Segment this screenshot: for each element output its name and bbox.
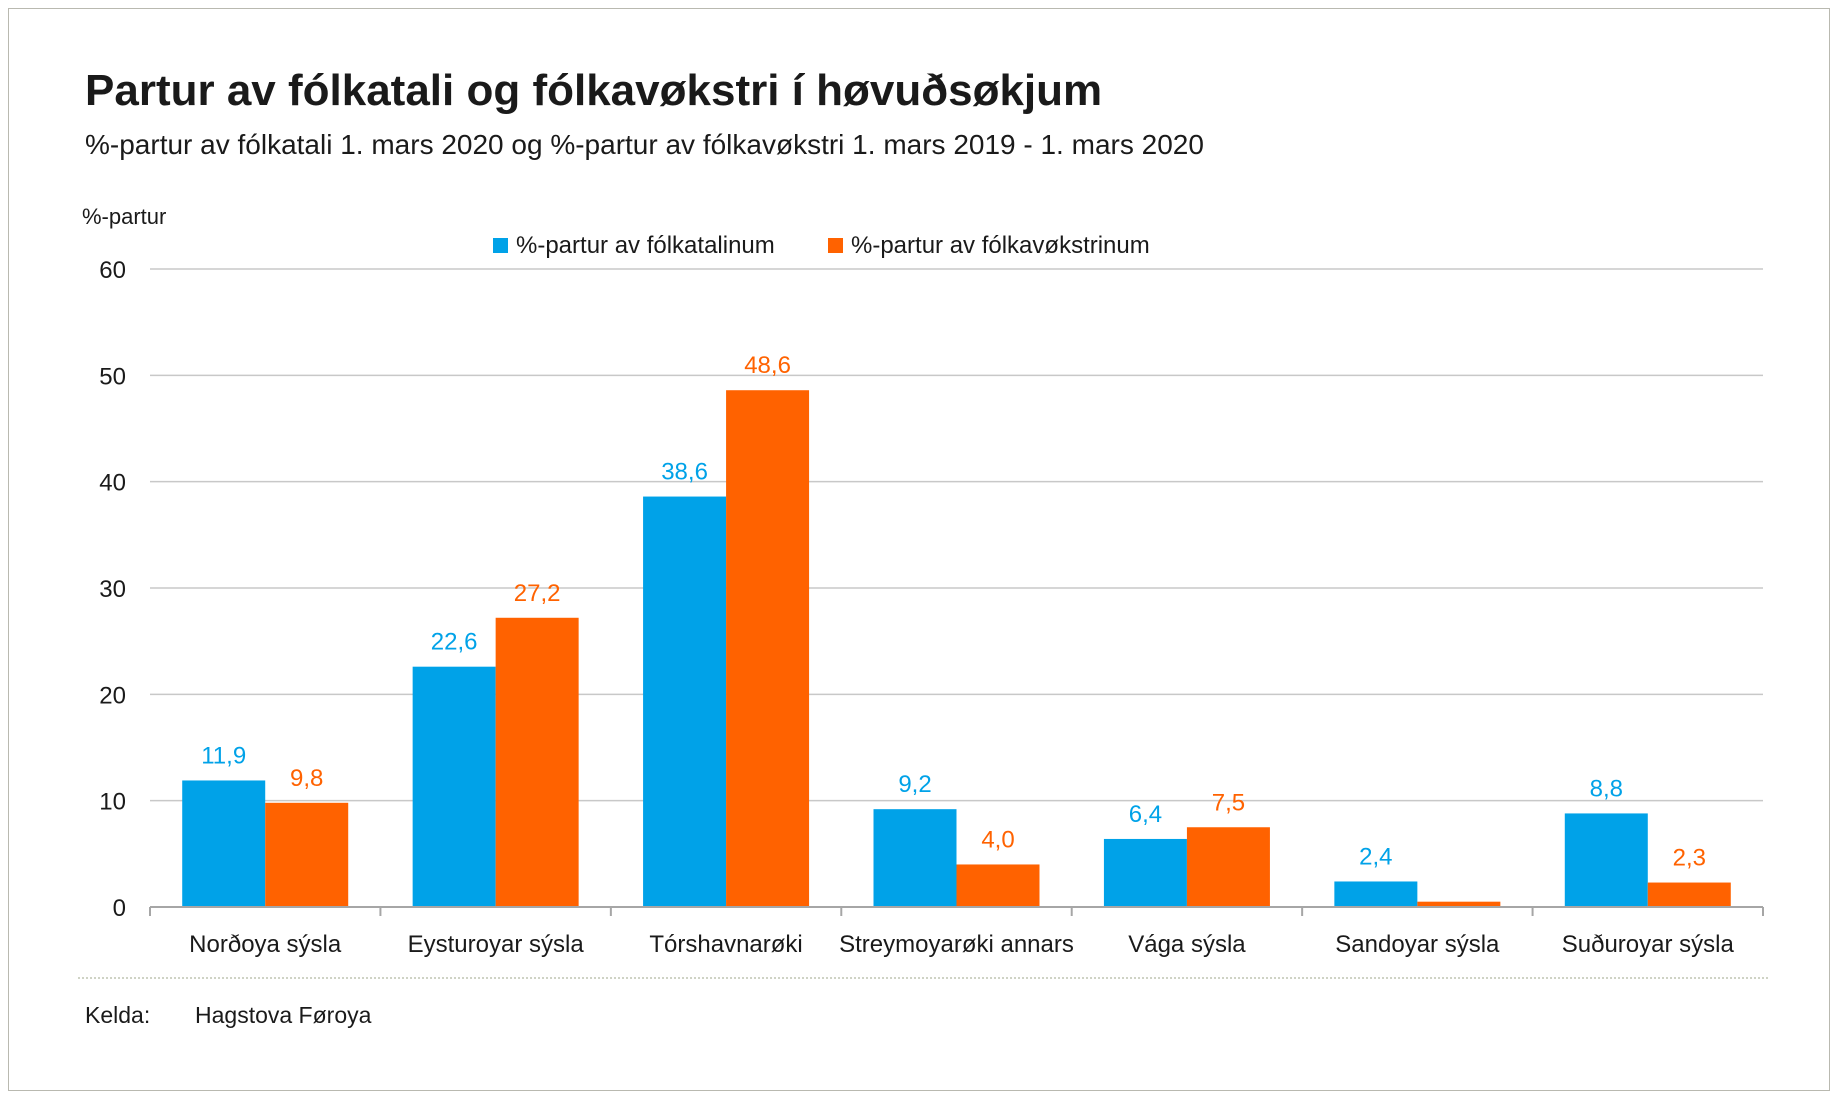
data-label: 4,0 [981, 826, 1014, 853]
bar-population-share [1564, 813, 1648, 907]
bar-population-share [1334, 881, 1418, 907]
data-label: 27,2 [514, 580, 561, 607]
legend-swatch-population [493, 238, 508, 253]
x-axis: Norðoya sýsla Eysturoyar sýsla Tórshavnarø… [149, 906, 1764, 958]
data-label: 8,8 [1590, 775, 1623, 802]
bar-population-share [412, 666, 496, 907]
bar-population-share [1103, 838, 1187, 907]
data-label: 9,8 [290, 765, 323, 792]
bar-growth-share [956, 864, 1040, 907]
legend: %-partur av fólkatalinum %-partur av fól… [493, 232, 1150, 259]
chart-subtitle: %-partur av fólkatali 1. mars 2020 og %-… [85, 129, 1204, 160]
legend-label-growth: %-partur av fólkavøkstrinum [851, 232, 1150, 259]
chart-frame [8, 8, 1830, 1091]
data-label: 2,4 [1359, 843, 1392, 870]
bar-growth-share [265, 802, 349, 907]
bars [182, 390, 1731, 908]
y-tick-label: 30 [99, 576, 126, 603]
source-value: Hagstova Føroya [195, 1002, 372, 1028]
bar-population-share [643, 496, 727, 907]
y-tick-label: 60 [99, 257, 126, 284]
bar-growth-share [1417, 901, 1501, 907]
y-tick-label: 40 [99, 470, 126, 497]
bar-growth-share [495, 617, 579, 907]
data-label: 6,4 [1129, 801, 1162, 828]
bar-population-share [182, 780, 266, 907]
data-label: 2,3 [1673, 845, 1706, 872]
x-tick-label: Tórshavnarøki [649, 931, 802, 958]
data-labels: 11,9 9,8 22,6 27,2 38,6 48,6 9,2 4,0 6,4 7,5 2,4 8,… [201, 352, 1706, 871]
data-label: 38,6 [661, 459, 708, 486]
source-label: Kelda: [85, 1002, 151, 1028]
data-label: 7,5 [1212, 789, 1245, 816]
x-tick-label: Sandoyar sýsla [1335, 931, 1500, 958]
x-tick-label: Norðoya sýsla [189, 931, 342, 958]
footer-separator [78, 977, 1768, 979]
x-tick-label: Streymoyarøki annars [839, 931, 1074, 958]
legend-swatch-growth [828, 238, 843, 253]
y-axis-label: %-partur [82, 204, 166, 229]
bar-growth-share [1647, 882, 1731, 907]
bar-growth-share [1186, 827, 1270, 907]
y-tick-label: 10 [99, 789, 126, 816]
x-tick-label: Suðuroyar sýsla [1562, 931, 1735, 958]
y-tick-label: 20 [99, 682, 126, 709]
chart-title: Partur av fólkatali og fólkavøkstri í hø… [85, 66, 1103, 115]
x-tick-label: Vága sýsla [1128, 931, 1246, 958]
data-label: 9,2 [898, 771, 931, 798]
x-tick-label: Eysturoyar sýsla [408, 931, 585, 958]
y-axis-ticks: 0 10 20 30 40 50 60 [99, 257, 126, 922]
bar-population-share [873, 809, 957, 907]
data-label: 48,6 [744, 352, 791, 379]
data-label: 22,6 [431, 629, 478, 656]
legend-label-population: %-partur av fólkatalinum [516, 232, 775, 259]
bar-growth-share [726, 390, 810, 908]
y-tick-label: 0 [113, 895, 126, 922]
y-tick-label: 50 [99, 363, 126, 390]
data-label: 11,9 [201, 742, 246, 769]
gridlines [150, 268, 1763, 802]
